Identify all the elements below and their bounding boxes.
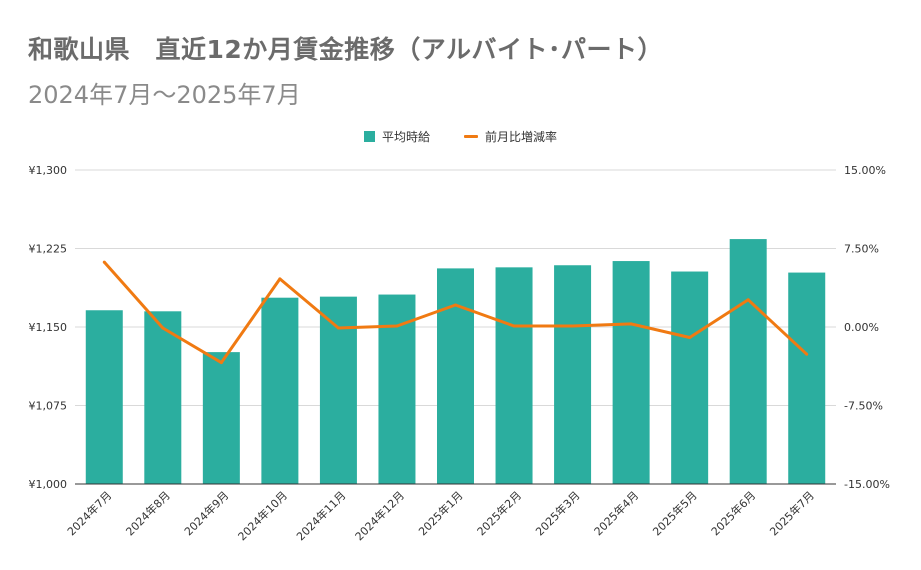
x-tick-label: 2025年7月: [767, 488, 817, 538]
y-right-tick-label: 7.50%: [844, 243, 879, 256]
bar: [495, 267, 533, 484]
rate-point: [395, 324, 399, 328]
y-left-tick-label: ¥1,075: [29, 400, 68, 413]
chart-subtitle: 2024年7月～2025年7月: [28, 81, 301, 109]
bar: [788, 272, 826, 484]
bar: [671, 271, 709, 484]
legend-line-label: 前月比増減率: [485, 130, 558, 144]
rate-point: [278, 277, 282, 281]
rate-point: [629, 322, 633, 326]
bar: [202, 352, 240, 484]
rate-point: [219, 361, 223, 365]
rate-point: [746, 298, 750, 302]
x-tick-label: 2024年8月: [123, 488, 173, 538]
x-tick-label: 2025年6月: [708, 488, 758, 538]
legend-line-swatch: [464, 135, 478, 138]
bar: [729, 239, 767, 484]
rate-point: [161, 326, 165, 330]
bar: [612, 261, 650, 484]
bar: [144, 311, 182, 484]
y-right-tick-label: 0.00%: [844, 321, 879, 334]
legend-item-line: 前月比増減率: [464, 128, 557, 145]
x-tick-label: 2024年11月: [293, 488, 348, 543]
bar: [437, 268, 474, 484]
x-tick-label: 2025年3月: [532, 488, 582, 538]
x-tick-label: 2025年4月: [591, 488, 641, 538]
bar: [319, 296, 357, 484]
legend-bar-label: 平均時給: [381, 130, 430, 144]
rate-point: [102, 260, 106, 264]
y-left-tick-label: ¥1,225: [29, 243, 68, 256]
rate-point: [571, 324, 575, 328]
y-left-tick-label: ¥1,000: [29, 478, 68, 491]
x-tick-label: 2024年12月: [352, 488, 407, 543]
bar: [261, 297, 299, 484]
rate-point: [512, 324, 516, 328]
bar: [378, 294, 416, 484]
bar: [85, 310, 123, 484]
bar: [554, 265, 592, 484]
y-left-tick-label: ¥1,150: [29, 321, 68, 334]
rate-point: [805, 352, 809, 356]
x-tick-label: 2024年10月: [235, 488, 290, 543]
x-tick-label: 2025年2月: [474, 488, 524, 538]
legend-bar-swatch: [363, 131, 375, 142]
x-tick-label: 2025年1月: [415, 488, 465, 538]
x-tick-label: 2024年9月: [181, 488, 231, 538]
y-left-tick-label: ¥1,300: [29, 164, 68, 177]
x-tick-label: 2024年7月: [64, 488, 114, 538]
rate-point: [688, 335, 692, 339]
y-right-tick-label: -15.00%: [844, 478, 890, 491]
chart-title: 和歌山県 直近12か月賃金推移（アルバイト･パート）: [28, 35, 664, 64]
rate-point: [454, 303, 457, 307]
legend-item-bar: 平均時給: [363, 128, 430, 145]
y-right-tick-label: -7.50%: [844, 400, 883, 413]
legend: 平均時給 前月比増減率: [0, 128, 921, 145]
y-right-tick-label: 15.00%: [844, 164, 886, 177]
rate-point: [336, 326, 340, 330]
x-tick-label: 2025年5月: [650, 488, 700, 538]
